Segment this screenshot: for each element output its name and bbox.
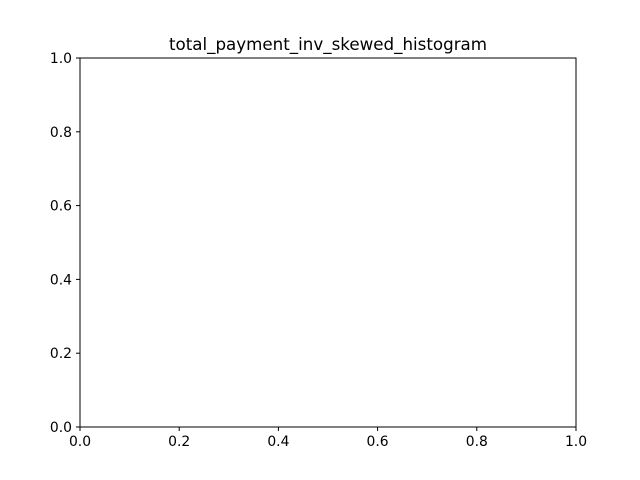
chart-title: total_payment_inv_skewed_histogram [169,34,487,55]
y-tick-label: 0.6 [50,199,72,215]
y-tick-label: 0.8 [50,125,72,141]
y-axis: 0.0 0.2 0.4 0.6 0.8 1.0 [50,51,80,436]
x-tick-label: 0.0 [69,434,91,450]
x-tick-label: 0.8 [466,434,488,450]
x-tick-label: 1.0 [565,434,587,450]
axes-frame [79,57,577,428]
x-tick-label: 0.2 [168,434,190,450]
y-tick-label: 0.0 [50,420,72,436]
y-tick-label: 0.2 [50,346,72,362]
x-axis: 0.0 0.2 0.4 0.6 0.8 1.0 [69,427,587,450]
y-tick-label: 1.0 [50,51,72,67]
x-tick-label: 0.6 [367,434,389,450]
plot-area [79,57,577,428]
x-tick-label: 0.4 [267,434,289,450]
y-tick-label: 0.4 [50,272,72,288]
